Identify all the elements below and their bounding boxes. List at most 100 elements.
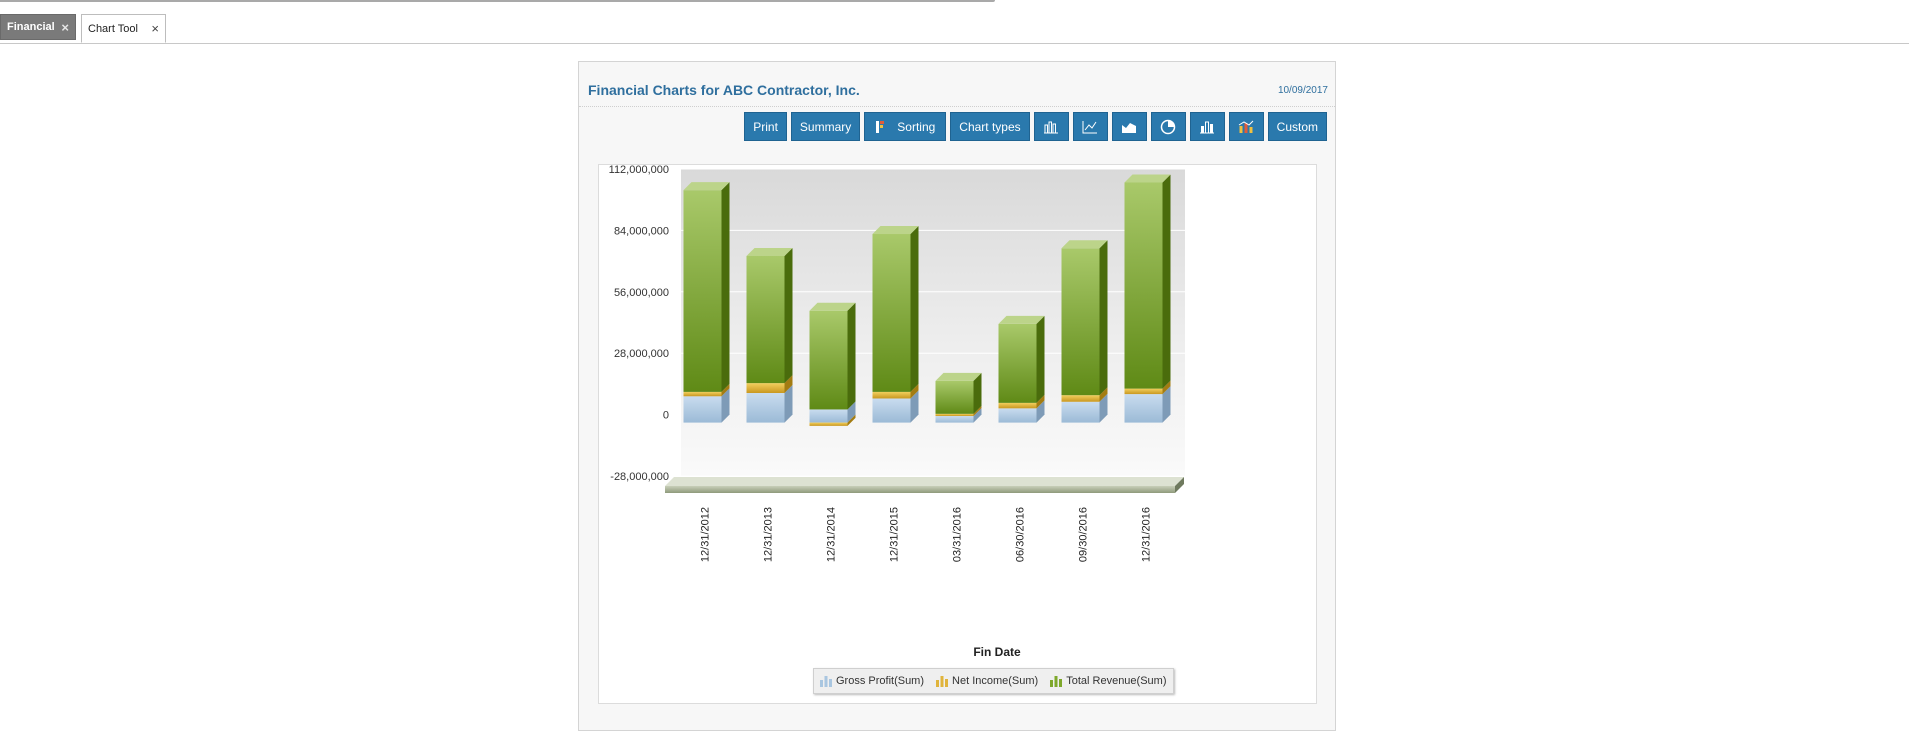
custom-button-label: Custom — [1276, 119, 1318, 134]
area-chart-icon — [1122, 122, 1137, 133]
column-chart-button[interactable] — [1189, 112, 1225, 141]
gross-profit-bar — [1124, 394, 1163, 423]
legend-item-net-income[interactable]: Net Income(Sum) — [936, 675, 1038, 687]
gross-profit-bar-side — [973, 408, 982, 423]
total-revenue-bar — [1124, 182, 1163, 389]
net-income-bar — [998, 402, 1037, 409]
y-tick-label: 56,000,000 — [614, 287, 669, 299]
area-chart-button[interactable] — [1111, 112, 1147, 141]
gross-profit-legend-icon — [820, 676, 832, 687]
line-chart-button[interactable] — [1072, 112, 1108, 141]
net-income-bar-side — [910, 383, 919, 399]
y-tick-label: 0 — [663, 410, 669, 422]
total-revenue-bar-top — [935, 372, 982, 381]
gross-profit-bar — [683, 396, 722, 423]
legend-label: Total Revenue(Sum) — [1066, 675, 1167, 687]
net-income-bar-side — [721, 383, 730, 397]
window-top-strip — [0, 0, 1909, 3]
legend-item-total-revenue[interactable]: Total Revenue(Sum) — [1050, 675, 1167, 687]
chart-area: -28,000,000 0 28,000,000 56,000,000 84,000,0… — [598, 164, 1317, 704]
gross-profit-bar-side — [1099, 393, 1108, 423]
total-revenue-bar-top — [809, 302, 856, 311]
total-revenue-bar-top — [872, 226, 919, 235]
net-income-bar — [683, 391, 722, 397]
x-tick-label: 12/31/2015 — [889, 507, 901, 562]
x-tick-label: 12/31/2012 — [700, 507, 712, 562]
tab-label: Financial — [7, 21, 55, 33]
gross-profit-bar — [872, 398, 911, 423]
pie-chart-button[interactable] — [1150, 112, 1186, 141]
net-income-bar-side — [847, 414, 856, 426]
total-revenue-legend-icon — [1050, 676, 1063, 687]
line-chart-icon — [1082, 120, 1098, 133]
gross-profit-bar — [809, 409, 848, 423]
chart-toolbar: Print Summary Sorting Chart types — [744, 112, 1327, 141]
gross-profit-bar-side — [721, 388, 730, 423]
total-revenue-bar-side — [910, 226, 919, 392]
sort-icon — [876, 120, 885, 133]
gross-profit-bar-side — [784, 384, 793, 423]
net-income-bar-side — [973, 405, 982, 417]
net-income-legend-icon — [936, 676, 949, 687]
chart-types-button[interactable]: Chart types — [950, 112, 1030, 141]
total-revenue-bar-top — [746, 247, 793, 256]
total-revenue-bar-top — [1124, 174, 1171, 183]
x-tick-label: 06/30/2016 — [1015, 507, 1027, 562]
close-icon[interactable]: × — [151, 21, 159, 36]
x-tick-label: 09/30/2016 — [1078, 507, 1090, 562]
net-income-bar-side — [1036, 394, 1045, 409]
panel-title: Financial Charts for ABC Contractor, Inc… — [588, 82, 860, 98]
sorting-button[interactable]: Sorting — [864, 112, 947, 141]
net-income-bar — [1124, 388, 1163, 395]
y-tick-label: 28,000,000 — [614, 348, 669, 360]
tab-financial[interactable]: Financial × — [0, 14, 76, 40]
x-axis-title: Fin Date — [973, 645, 1021, 659]
column-chart-icon — [1200, 121, 1215, 133]
floor-side — [1175, 477, 1184, 493]
pie-chart-icon — [1160, 119, 1176, 134]
total-revenue-bar — [1061, 248, 1100, 396]
total-revenue-bar — [935, 380, 974, 414]
x-tick-label: 03/31/2016 — [952, 507, 964, 562]
total-revenue-bar — [872, 234, 911, 392]
gross-profit-bar — [746, 392, 785, 423]
y-tick-label: 112,000,000 — [609, 165, 669, 176]
tab-bar: Financial × Chart Tool × — [0, 12, 1909, 44]
print-button[interactable]: Print — [744, 112, 787, 141]
net-income-bar — [872, 391, 911, 399]
combo-chart-button[interactable] — [1228, 112, 1264, 141]
divider — [579, 106, 1335, 107]
total-revenue-bar-side — [784, 247, 793, 384]
gross-profit-bar — [998, 408, 1037, 423]
total-revenue-bar-top — [1061, 240, 1108, 249]
chart-legend: Gross Profit(Sum) Net Income(Sum) Total … — [813, 668, 1174, 694]
custom-button[interactable]: Custom — [1267, 112, 1327, 141]
gross-profit-bar-side — [1162, 386, 1171, 423]
bar-chart-icon — [1044, 121, 1059, 133]
total-revenue-bar — [998, 323, 1037, 403]
total-revenue-bar — [809, 310, 848, 410]
gross-profit-bar-side — [910, 390, 919, 423]
gross-profit-bar — [1061, 401, 1100, 423]
sorting-button-label: Sorting — [897, 119, 936, 134]
gross-profit-bar — [935, 416, 974, 423]
total-revenue-bar-top — [998, 315, 1045, 324]
combo-chart-icon — [1238, 120, 1254, 133]
summary-button[interactable]: Summary — [790, 112, 861, 141]
total-revenue-bar-side — [1099, 240, 1108, 396]
net-income-bar — [1061, 395, 1100, 402]
tab-chart-tool[interactable]: Chart Tool × — [81, 14, 166, 43]
floor-top — [665, 477, 1184, 486]
chart-types-button-label: Chart types — [959, 119, 1021, 134]
legend-label: Net Income(Sum) — [952, 675, 1039, 687]
total-revenue-bar-side — [1162, 174, 1171, 389]
bar-chart-button[interactable] — [1033, 112, 1069, 141]
print-button-label: Print — [753, 119, 778, 134]
total-revenue-bar — [746, 255, 785, 384]
horizontal-scrollbar[interactable] — [0, 0, 995, 2]
close-icon[interactable]: × — [61, 19, 69, 35]
panel-date: 10/09/2017 — [1277, 85, 1328, 96]
net-income-bar-side — [784, 375, 793, 393]
legend-item-gross-profit[interactable]: Gross Profit(Sum) — [820, 675, 924, 687]
net-income-bar — [746, 383, 785, 393]
